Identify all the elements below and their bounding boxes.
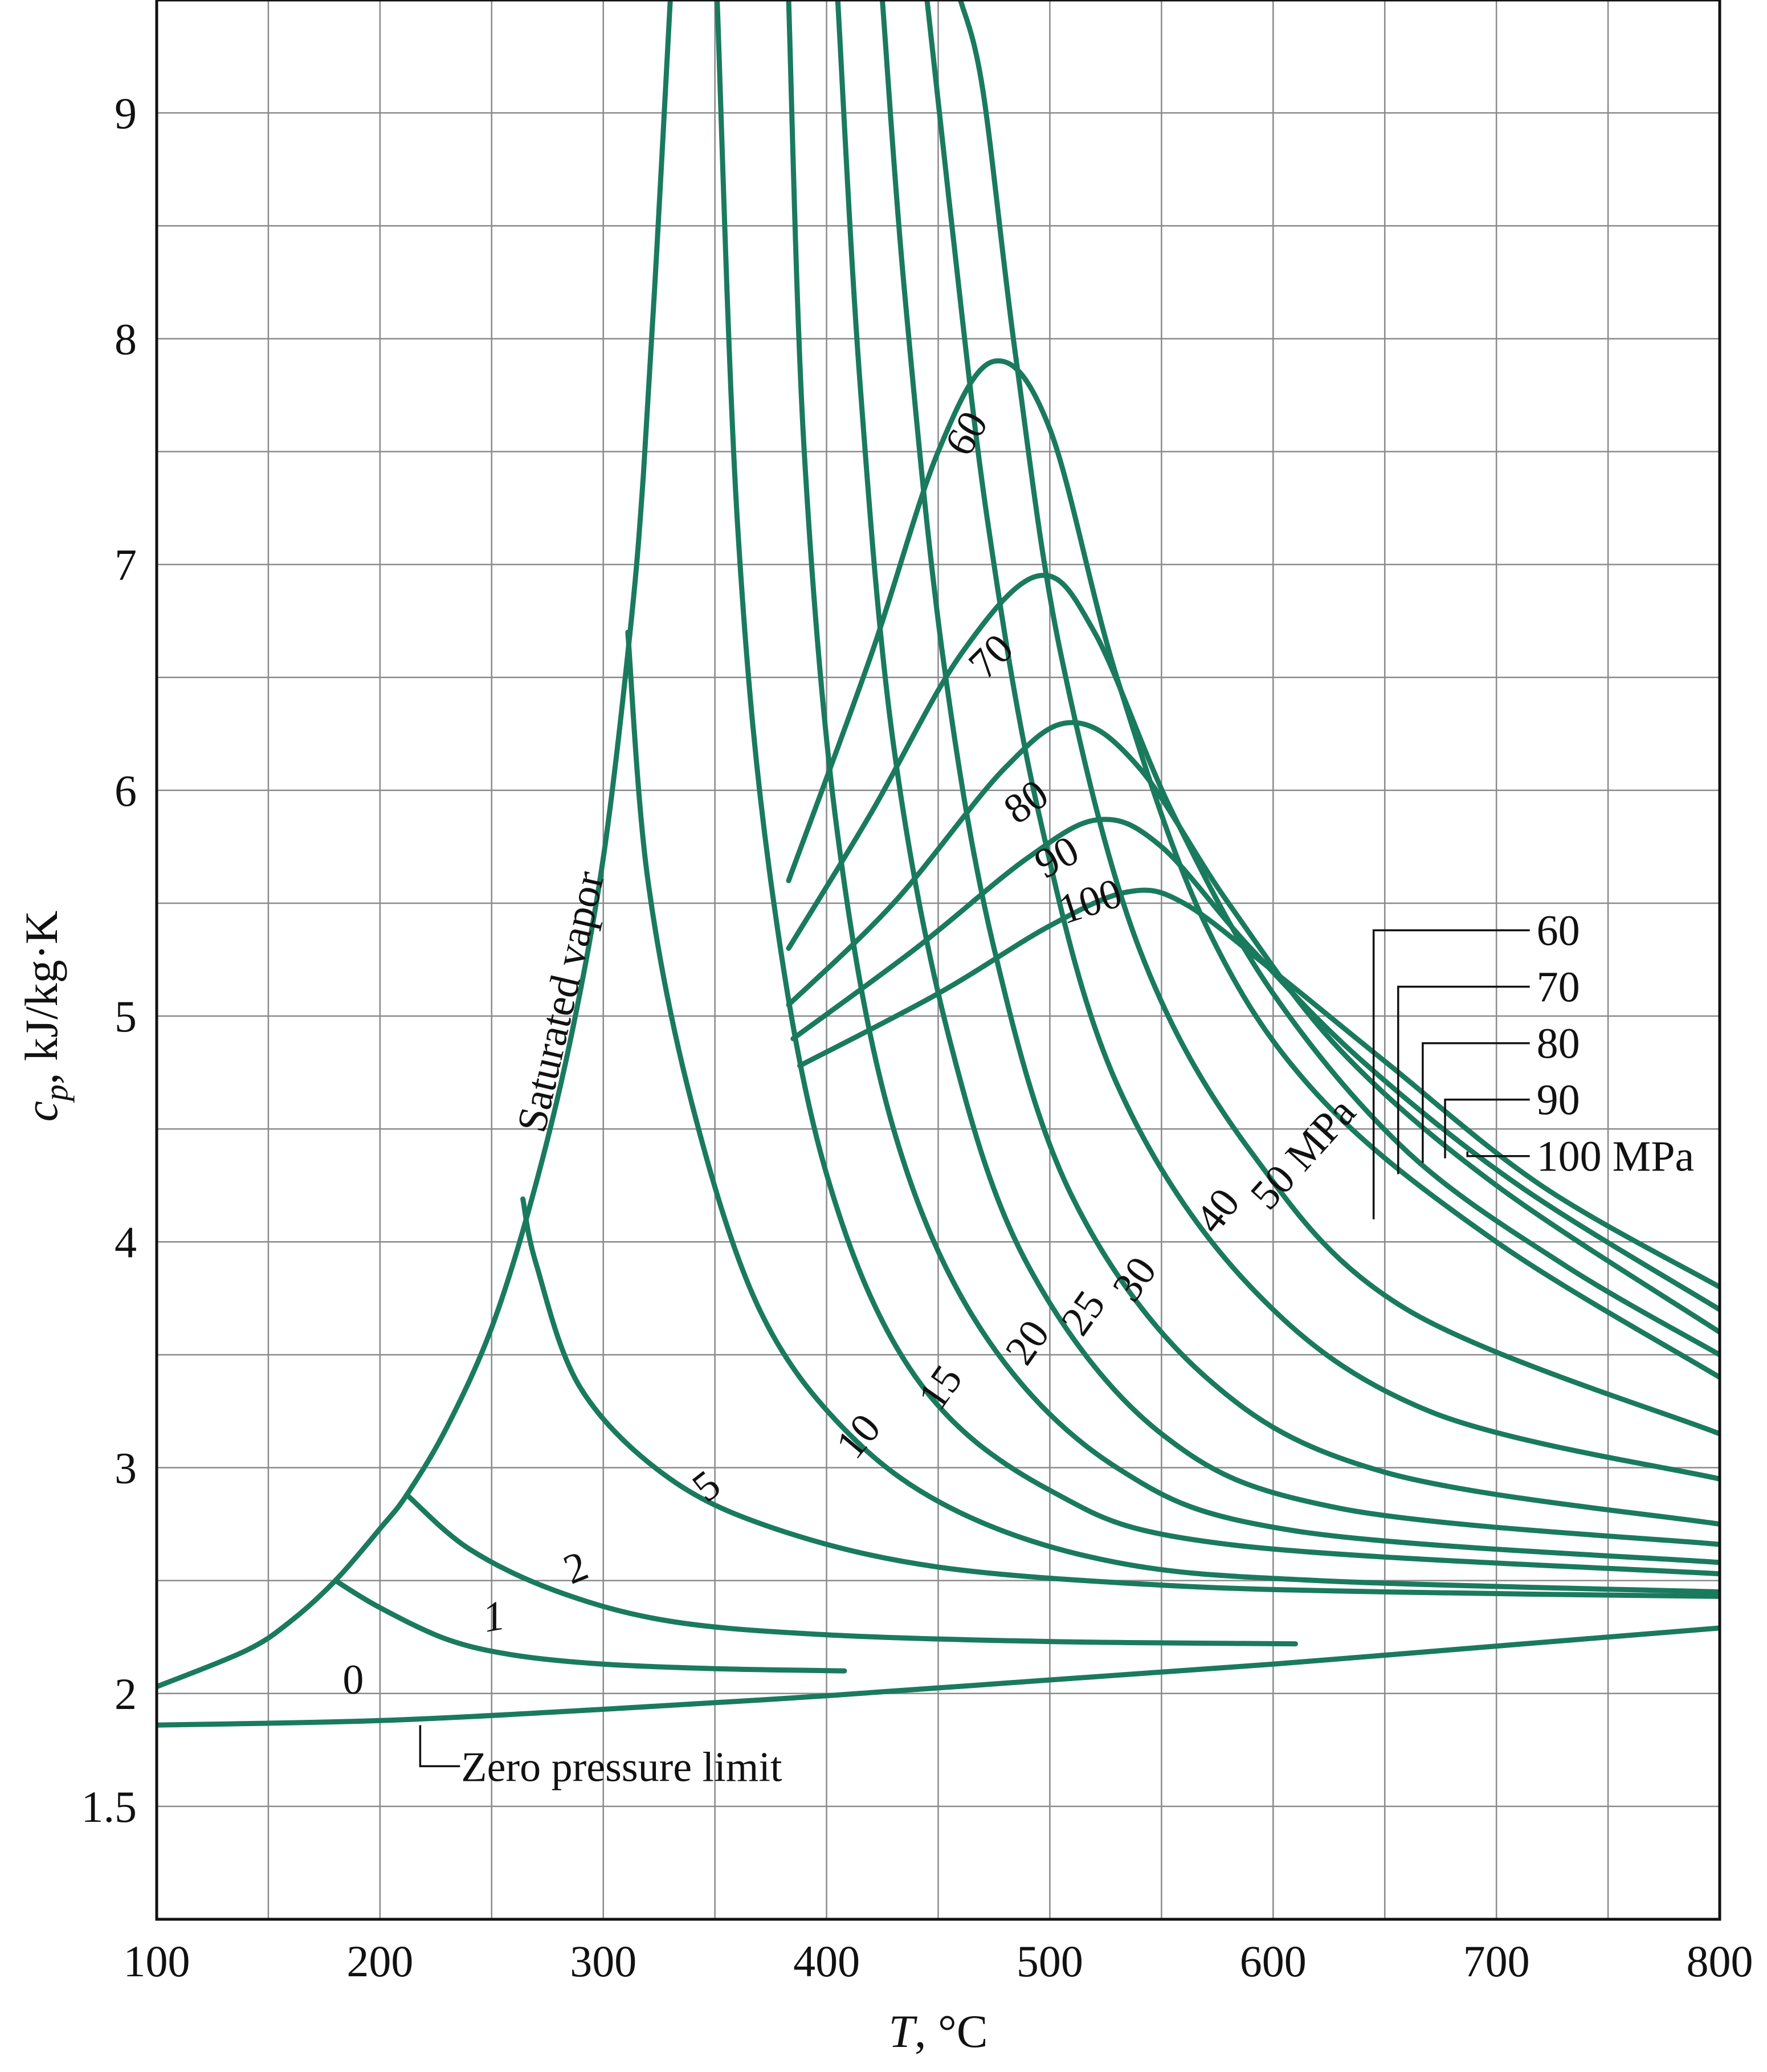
y-tick-label: 2 <box>115 1669 137 1719</box>
x-axis-variable: T <box>888 2005 917 2057</box>
callout-line-80 <box>1422 1042 1530 1163</box>
legend-callouts: 60 70 80 90 100 MPa <box>1372 907 1695 1219</box>
callout-line-60 <box>1372 929 1530 1219</box>
callout-line-100-mpa <box>1466 1151 1530 1157</box>
callout-line-90 <box>1444 1098 1530 1159</box>
x-tick-label: 100 <box>124 1936 190 1986</box>
x-tick-label: 800 <box>1687 1936 1753 1986</box>
grid <box>157 0 1720 1919</box>
y-tick-label: 8 <box>115 314 137 364</box>
x-tick-label: 300 <box>570 1936 636 1986</box>
callout-label-90: 90 <box>1537 1076 1580 1124</box>
y-tick-label: 3 <box>115 1443 137 1493</box>
series-line-20 <box>786 0 1720 1565</box>
series-line-90 <box>790 817 1720 1312</box>
callout-label-100-mpa: 100 MPa <box>1537 1133 1695 1181</box>
series-line-saturated-vapor <box>157 0 673 1690</box>
curve-label-2: 2 <box>557 1542 594 1593</box>
curve-label-60: 60 <box>936 403 997 463</box>
x-tick-label: 400 <box>793 1936 860 1986</box>
y-tick-label: 6 <box>115 766 137 815</box>
curve-label-90: 90 <box>1027 827 1087 888</box>
zero-pressure-leader <box>419 1725 460 1768</box>
y-axis-variable: c <box>15 1101 67 1121</box>
curve-label-30: 30 <box>1103 1249 1166 1310</box>
y-tick-label: 9 <box>115 88 137 138</box>
curve-label-1: 1 <box>479 1592 508 1642</box>
curve-label-10: 10 <box>827 1405 889 1467</box>
y-axis-title: cp, kJ/kg·K <box>15 911 75 1122</box>
curve-label-25: 25 <box>1052 1282 1115 1344</box>
callout-label-70: 70 <box>1537 964 1580 1011</box>
callout-line-70 <box>1397 985 1530 1174</box>
series-line-50-mpa <box>958 0 1720 1437</box>
x-tick-label: 600 <box>1240 1936 1307 1986</box>
y-tick-label: 1.5 <box>81 1782 137 1832</box>
curve-label-40: 40 <box>1186 1180 1249 1242</box>
series-line-10 <box>625 630 1720 1594</box>
callout-label-60: 60 <box>1537 907 1580 955</box>
series-line-15 <box>715 0 1720 1577</box>
curve-label-80: 80 <box>995 770 1057 833</box>
zero-pressure-label: Zero pressure limit <box>461 1744 782 1790</box>
x-tick-label: 700 <box>1463 1936 1530 1986</box>
series-line-5 <box>520 1196 1720 1599</box>
callout-label-80: 80 <box>1537 1020 1580 1068</box>
series-line-30 <box>880 0 1720 1527</box>
curve-label-15: 15 <box>909 1357 972 1418</box>
series-line-40 <box>924 0 1720 1482</box>
series-line-0 <box>157 1625 1720 1728</box>
y-axis-unit: , kJ/kg·K <box>15 911 67 1084</box>
series-line-70 <box>786 573 1720 1357</box>
plot-frame <box>155 0 1721 1921</box>
x-tick-label: 500 <box>1017 1936 1083 1986</box>
curve-label-saturated-vapor: Saturated vapor <box>508 867 614 1136</box>
series-line-25 <box>835 0 1720 1547</box>
x-axis-unit: , °C <box>915 2005 988 2057</box>
curve-label-5: 5 <box>684 1461 729 1511</box>
curve-label-50-mpa: 50 MPa <box>1242 1089 1365 1219</box>
series-line-1 <box>333 1578 847 1674</box>
series-line-80 <box>786 720 1720 1335</box>
series-line-2 <box>404 1492 1298 1647</box>
series-line-60 <box>786 358 1720 1380</box>
y-axis-subscript: p <box>38 1084 75 1103</box>
x-tick-label: 200 <box>346 1936 413 1986</box>
y-tick-label: 7 <box>115 540 137 590</box>
curve-label-0: 0 <box>342 1657 364 1703</box>
y-tick-label: 5 <box>115 992 137 1041</box>
x-axis-title: T, °C <box>888 2005 987 2057</box>
y-tick-label: 4 <box>115 1217 137 1267</box>
series-line-100-mpa <box>797 887 1720 1290</box>
series-lines <box>157 0 1720 1728</box>
